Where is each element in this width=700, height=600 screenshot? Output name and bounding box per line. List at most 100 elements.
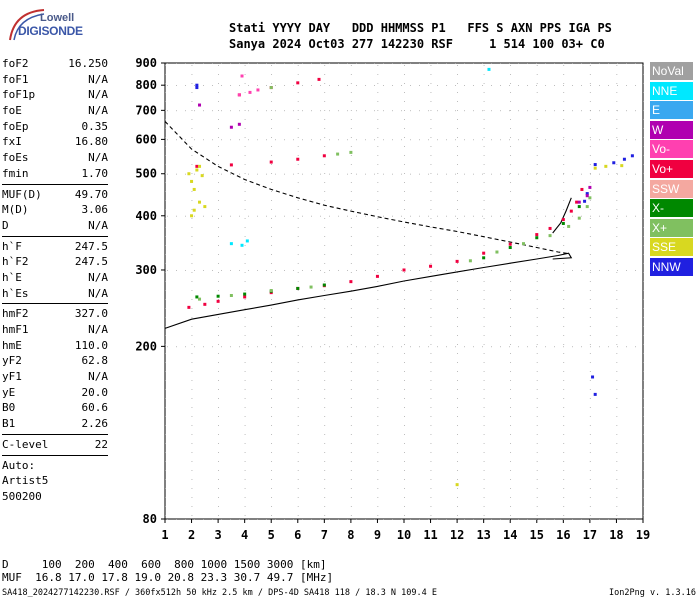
x-grid-dot <box>218 452 219 453</box>
y-grid-dot <box>509 110 510 112</box>
y-grid-dot <box>401 519 402 520</box>
x-grid-dot <box>536 182 538 183</box>
x-grid-dot <box>377 137 379 138</box>
y-grid-dot <box>329 346 330 348</box>
x-grid-dot <box>377 452 379 453</box>
y-grid-dot <box>392 110 393 112</box>
x-grid-dot <box>165 506 166 507</box>
x-grid-dot <box>430 263 432 264</box>
x-grid-dot <box>191 362 193 363</box>
x-grid-dot <box>510 371 512 372</box>
y-grid-dot <box>500 269 501 271</box>
x-grid-dot <box>271 488 273 489</box>
param-key: h`F <box>2 239 22 253</box>
y-grid-dot <box>608 139 609 141</box>
y-grid-dot <box>419 215 420 217</box>
x-grid-dot <box>589 83 591 84</box>
x-grid-dot <box>510 92 512 93</box>
param-row-mufd: MUF(D) 49.70 <box>2 187 108 203</box>
y-grid-dot <box>311 519 312 520</box>
y-grid-dot <box>176 85 177 86</box>
x-grid-dot <box>457 128 458 129</box>
x-grid-dot <box>457 488 458 489</box>
x-grid-dot <box>536 398 538 399</box>
x-grid-dot <box>191 434 193 435</box>
y-grid-dot <box>626 173 627 175</box>
x-grid-dot <box>589 470 591 471</box>
y-grid-dot <box>563 139 564 141</box>
y-grid-dot <box>194 139 195 141</box>
echo-point-xplus <box>349 150 353 154</box>
y-grid-dot <box>635 215 636 217</box>
x-grid-dot <box>563 155 565 156</box>
x-grid-dot <box>643 92 644 93</box>
x-grid-dot <box>350 488 352 489</box>
x-grid-dot <box>377 263 379 264</box>
x-grid-dot <box>457 191 458 192</box>
x-grid-dot <box>244 272 246 273</box>
y-grid-dot <box>275 139 276 141</box>
param-group-frequencies: foF2 16.250 foF1 N/A foF1p N/A foE N/A foEp 0.35 f… <box>2 56 108 182</box>
y-grid-dot <box>266 215 267 217</box>
x-grid-dot <box>616 416 618 417</box>
y-tick-label: 400 <box>135 209 157 223</box>
y-grid-dot <box>194 215 195 217</box>
y-grid-dot <box>275 110 276 112</box>
echo-point-sse <box>192 208 196 212</box>
x-grid-dot <box>430 173 432 174</box>
y-grid-dot <box>500 519 501 520</box>
y-grid-dot <box>248 346 249 348</box>
y-grid-dot <box>401 215 402 217</box>
x-grid-dot <box>324 92 326 93</box>
y-grid-dot <box>500 173 501 175</box>
x-grid-dot <box>350 164 352 165</box>
y-grid-dot <box>392 346 393 348</box>
x-grid-dot <box>404 227 405 228</box>
x-grid-dot <box>536 317 538 318</box>
x-grid-dot <box>271 407 273 408</box>
x-grid-dot <box>589 344 591 345</box>
y-grid-dot <box>248 110 249 112</box>
x-grid-dot <box>165 398 166 399</box>
x-grid-dot <box>244 218 246 219</box>
plot-frame <box>164 62 644 520</box>
x-grid-dot <box>643 146 644 147</box>
x-grid-dot <box>297 164 299 165</box>
y-grid-dot <box>572 346 573 348</box>
y-grid-dot <box>527 269 528 271</box>
x-grid-dot <box>324 173 326 174</box>
x-grid-dot <box>589 416 591 417</box>
x-grid-dot <box>563 164 565 165</box>
x-grid-dot <box>536 119 538 120</box>
x-grid-dot <box>165 371 166 372</box>
x-grid-dot <box>244 209 246 210</box>
y-grid-dot <box>635 85 636 86</box>
x-grid-dot <box>510 398 512 399</box>
x-grid-dot <box>643 200 644 201</box>
x-grid-dot <box>377 326 379 327</box>
param-value: N/A <box>88 286 108 300</box>
y-grid-dot <box>365 110 366 112</box>
x-grid-dot <box>643 110 644 111</box>
param-value: 16.250 <box>68 57 108 70</box>
y-grid-dot <box>563 173 564 175</box>
y-grid-dot <box>185 269 186 271</box>
y-grid-dot <box>284 139 285 141</box>
y-grid-dot <box>500 215 501 217</box>
x-grid-dot <box>191 398 193 399</box>
y-grid-dot <box>401 269 402 271</box>
y-grid-dot <box>500 63 501 64</box>
x-grid-dot <box>244 335 246 336</box>
echo-point-voplus <box>569 209 573 213</box>
x-grid-dot <box>510 254 512 255</box>
y-grid-dot <box>374 346 375 348</box>
x-grid-dot <box>297 236 299 237</box>
x-grid-dot <box>324 380 326 381</box>
y-grid-dot <box>176 139 177 141</box>
y-grid-dot <box>185 173 186 175</box>
x-grid-dot <box>218 353 219 354</box>
echo-point-voplus <box>548 226 552 230</box>
x-grid-dot <box>165 380 166 381</box>
x-grid-dot <box>297 128 299 129</box>
y-grid-dot <box>248 63 249 64</box>
